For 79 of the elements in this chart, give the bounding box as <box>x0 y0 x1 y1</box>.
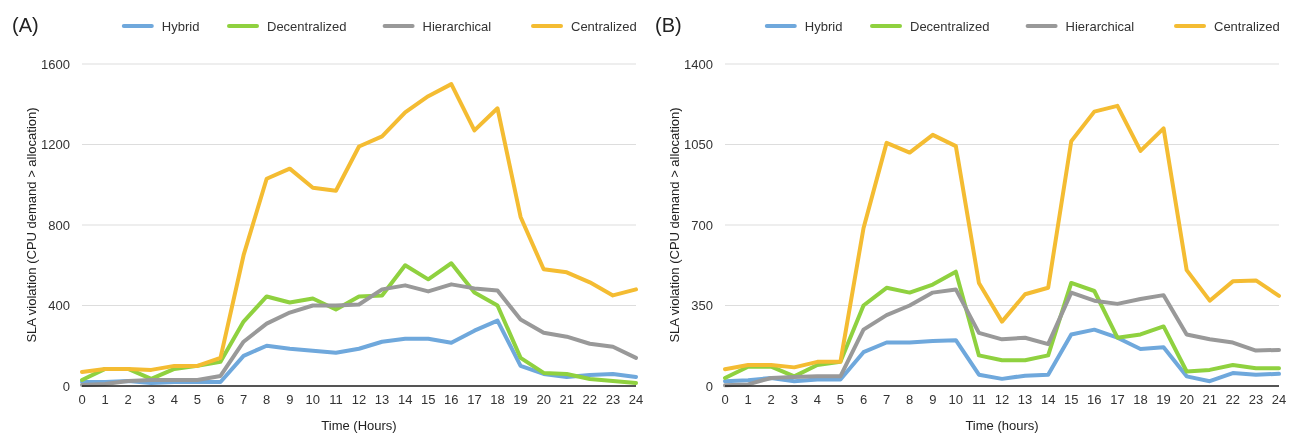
y-axis-title: SLA violation (CPU demand > allocation) <box>24 107 39 343</box>
x-tick-label: 19 <box>513 392 528 407</box>
x-tick-label: 1 <box>744 392 752 407</box>
x-tick-label: 16 <box>1087 392 1102 407</box>
x-tick-label: 6 <box>859 392 868 407</box>
x-axis-title: Time (hours) <box>965 418 1039 433</box>
x-tick-label: 21 <box>559 392 574 407</box>
x-tick-label: 20 <box>1179 392 1194 407</box>
x-tick-label: 7 <box>882 392 891 407</box>
x-tick-label: 17 <box>467 392 482 407</box>
x-tick-label: 13 <box>374 392 390 407</box>
x-tick-label: 17 <box>1110 392 1125 407</box>
x-tick-label: 0 <box>78 392 86 407</box>
legend-label: Hierarchical <box>422 18 492 34</box>
x-tick-label: 10 <box>305 392 321 407</box>
x-tick-label: 18 <box>1133 392 1148 407</box>
x-tick-label: 10 <box>948 392 964 407</box>
x-tick-label: 3 <box>147 392 155 407</box>
x-tick-label: 9 <box>286 392 294 407</box>
line-series <box>80 282 638 387</box>
x-tick-label: 9 <box>929 392 937 407</box>
x-tick-label: 7 <box>239 392 248 407</box>
x-tick-label: 13 <box>1017 392 1033 407</box>
x-tick-label: 8 <box>263 392 271 407</box>
x-tick-label: 18 <box>490 392 505 407</box>
x-tick-label: 21 <box>1202 392 1217 407</box>
legend-label: Hybrid <box>161 18 200 34</box>
x-tick-label: 15 <box>421 392 436 407</box>
x-tick-label: 2 <box>124 392 132 407</box>
x-tick-label: 11 <box>329 392 343 407</box>
x-tick-label: 3 <box>790 392 798 407</box>
x-tick-label: 2 <box>767 392 775 407</box>
x-tick-label: 4 <box>170 392 178 407</box>
x-tick-label: 16 <box>444 392 459 407</box>
y-tick-label: 1400 <box>684 56 713 72</box>
x-tick-label: 0 <box>721 392 729 407</box>
x-tick-label: 12 <box>994 392 1010 407</box>
y-tick-label: 800 <box>48 217 70 233</box>
x-tick-label: 11 <box>972 392 986 407</box>
chart-title: (B) <box>655 14 682 36</box>
legend-label: Hybrid <box>804 18 843 34</box>
y-tick-label: 700 <box>691 217 713 233</box>
x-tick-label: 22 <box>582 392 598 407</box>
y-tick-label: 1050 <box>684 137 713 153</box>
x-tick-label: 15 <box>1064 392 1079 407</box>
x-tick-label: 23 <box>1248 392 1264 407</box>
legend-label: Decentralized <box>267 18 347 34</box>
x-tick-label: 12 <box>351 392 367 407</box>
x-tick-label: 24 <box>1271 392 1287 407</box>
x-tick-label: 5 <box>193 392 202 407</box>
y-tick-label: 1200 <box>41 137 70 153</box>
x-tick-label: 19 <box>1156 392 1171 407</box>
x-tick-label: 24 <box>628 392 644 407</box>
x-tick-label: 20 <box>536 392 551 407</box>
y-axis-title: SLA violation (CPU demand > allocation) <box>667 107 682 343</box>
legend-label: Decentralized <box>910 18 990 34</box>
x-tick-label: 5 <box>836 392 845 407</box>
x-tick-label: 14 <box>397 392 413 407</box>
x-tick-label: 1 <box>101 392 109 407</box>
y-tick-label: 350 <box>691 298 713 314</box>
x-tick-label: 8 <box>906 392 914 407</box>
x-tick-label: 22 <box>1225 392 1241 407</box>
line-series <box>723 327 1281 384</box>
chart-title: (A) <box>12 14 39 36</box>
line-series <box>80 82 638 374</box>
y-tick-label: 0 <box>62 378 70 394</box>
y-tick-label: 1600 <box>41 56 70 72</box>
legend-label: Centralized <box>571 18 637 34</box>
x-tick-label: 4 <box>813 392 821 407</box>
x-tick-label: 14 <box>1040 392 1056 407</box>
y-tick-label: 0 <box>705 378 713 394</box>
x-axis-title: Time (Hours) <box>321 418 397 433</box>
line-series <box>723 103 1281 372</box>
x-tick-label: 23 <box>605 392 621 407</box>
line-series <box>723 287 1281 388</box>
legend-label: Centralized <box>1214 18 1280 34</box>
x-tick-label: 6 <box>216 392 225 407</box>
legend-label: Hierarchical <box>1065 18 1135 34</box>
y-tick-label: 400 <box>48 298 70 314</box>
